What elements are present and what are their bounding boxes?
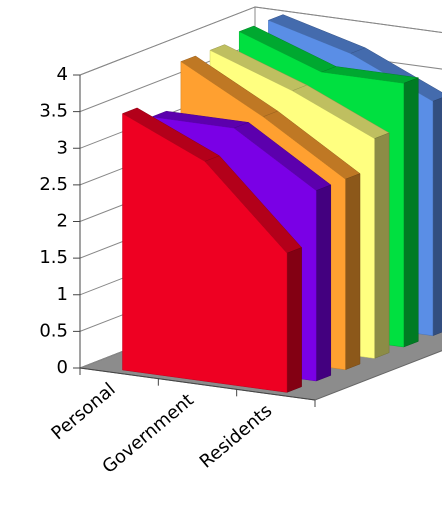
area-front-face: [122, 113, 288, 393]
x-axis: [79, 367, 316, 401]
area-side-face: [345, 173, 361, 371]
y-tick-label: 1.5: [39, 247, 68, 268]
x-tick-label: Government: [98, 390, 197, 478]
area-side-face: [315, 184, 332, 382]
y-tick-label: 4: [57, 64, 68, 85]
y-tick-label: 0.5: [39, 320, 68, 341]
x-tick-label: Personal: [47, 379, 119, 444]
area-side-face: [432, 97, 442, 337]
y-tick-label: 2: [57, 211, 68, 232]
area-side-face: [374, 132, 390, 359]
y-tick-label: 3: [57, 137, 68, 158]
y-tick-label: 1: [57, 284, 68, 305]
area-side-face: [286, 247, 302, 393]
y-tick-label: 3.5: [39, 101, 68, 122]
y-tick-label: 2.5: [39, 174, 68, 195]
y-tick-label: 0: [57, 357, 68, 378]
x-tick-label: Residents: [196, 400, 277, 472]
area-side-face: [403, 77, 419, 348]
grid-line: [79, 6, 442, 76]
